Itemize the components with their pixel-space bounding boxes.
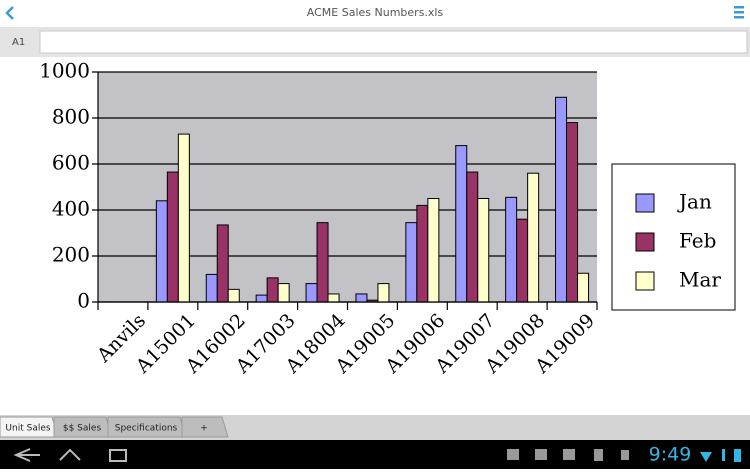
sheet-tab-label: + <box>200 424 208 434</box>
nav-recent[interactable] <box>109 449 127 462</box>
bar <box>166 171 179 303</box>
bar <box>266 277 279 303</box>
bar <box>477 198 490 303</box>
y-tick-label: 400 <box>52 197 90 221</box>
sheet-tab-label: Specifications <box>115 424 178 434</box>
menu-button[interactable] <box>734 6 744 19</box>
legend-label: Feb <box>679 229 716 253</box>
top-bar <box>0 0 750 27</box>
y-tick-label: 200 <box>52 243 90 267</box>
bar <box>405 222 418 303</box>
legend-entries: Jan Feb Mar <box>635 190 721 292</box>
legend <box>611 163 736 311</box>
signal-icons <box>700 449 741 462</box>
legend-swatch <box>635 232 655 252</box>
bar <box>505 196 518 303</box>
formula-input[interactable] <box>39 30 748 54</box>
legend-swatch <box>635 193 655 213</box>
bar <box>377 283 390 303</box>
clock: 9:49 <box>649 444 692 466</box>
bar <box>466 171 479 303</box>
bar <box>305 283 318 303</box>
y-tick-label: 600 <box>52 151 90 175</box>
bar <box>177 133 190 303</box>
sheet-tab-label: $$ Sales <box>63 424 102 434</box>
bar <box>316 222 329 303</box>
y-tick-label: 1000 <box>39 59 90 83</box>
status-icons <box>507 449 629 461</box>
bar <box>455 145 468 303</box>
legend-label: Jan <box>677 190 712 214</box>
bar <box>255 294 268 303</box>
bar <box>427 198 440 303</box>
bar <box>277 283 290 303</box>
cell-reference: A1 <box>12 37 25 48</box>
nav-buttons <box>13 448 127 462</box>
nav-home[interactable] <box>59 448 81 461</box>
bar <box>555 96 568 303</box>
bar <box>327 293 340 303</box>
legend-label: Mar <box>679 268 721 292</box>
bar <box>227 288 240 303</box>
bar <box>216 224 229 303</box>
bar <box>516 218 529 303</box>
sheet-tab-label: Unit Sales <box>5 424 50 434</box>
bar <box>566 122 579 303</box>
tabs: Unit Sales $$ Sales Specifications + <box>0 416 229 438</box>
back-button[interactable] <box>5 6 14 20</box>
file-title: ACME Sales Numbers.xls <box>307 6 444 19</box>
bar <box>577 272 590 303</box>
bar <box>205 273 218 303</box>
system-bar <box>0 440 750 469</box>
y-tick-label: 0 <box>77 289 90 313</box>
nav-back[interactable] <box>13 448 40 462</box>
y-tick-label: 800 <box>52 105 90 129</box>
sheet-tab[interactable] <box>181 416 229 438</box>
bar <box>416 204 429 303</box>
bar <box>355 293 368 303</box>
legend-swatch <box>635 271 655 291</box>
bar <box>527 172 540 303</box>
bar <box>155 200 168 303</box>
